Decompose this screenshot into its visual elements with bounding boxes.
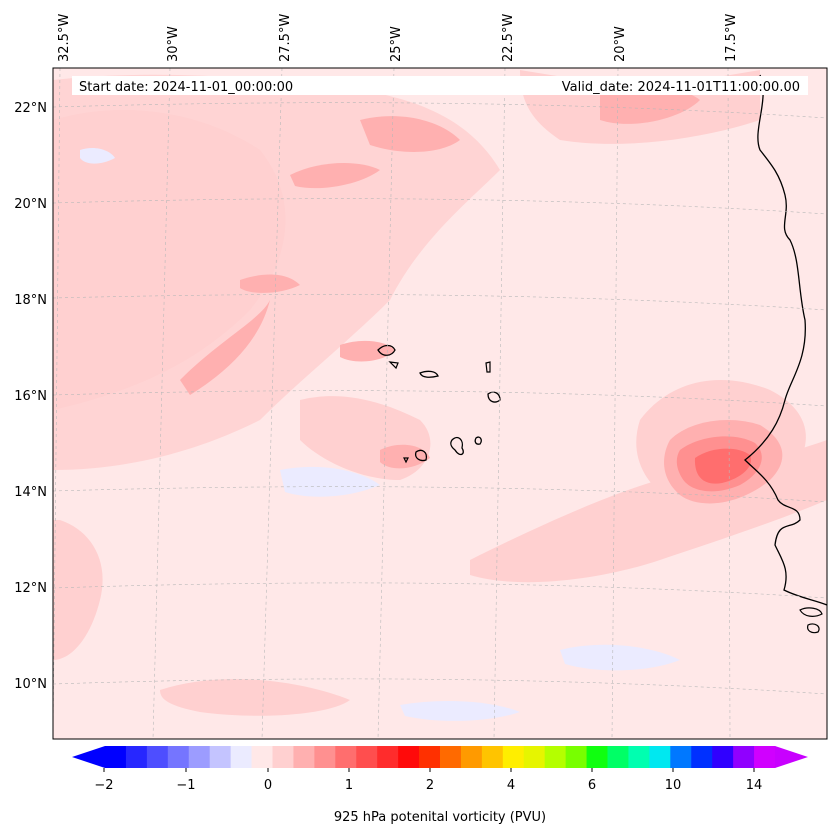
colorbar-tick-label: 1 [345, 778, 353, 793]
colorbar-cell [230, 746, 252, 768]
colorbar-cell [754, 746, 776, 768]
colorbar-cell [419, 746, 441, 768]
colorbar-cell [398, 746, 420, 768]
lon-label: 25°W [389, 26, 404, 62]
lat-label: 12°N [14, 581, 47, 596]
start-date-label: Start date: 2024-11-01_00:00:00 [79, 80, 293, 95]
colorbar-cell [188, 746, 211, 768]
colorbar-cell [565, 746, 587, 768]
graticule [53, 68, 827, 739]
lat-label: 14°N [14, 485, 47, 500]
colorbar-cell [293, 746, 315, 768]
colorbar-tick-label: 14 [746, 778, 763, 793]
colorbar-tick-labels: −2 −1 0 1 2 4 6 10 14 [94, 778, 762, 793]
lat-label: 20°N [14, 197, 47, 212]
colorbar-cell [460, 746, 483, 768]
colorbar-cell [481, 746, 504, 768]
colorbar: −2 −1 0 1 2 4 6 10 14 925 hPa potenital … [72, 746, 808, 825]
colorbar-cell [209, 746, 232, 768]
colorbar-cell [125, 746, 148, 768]
colorbar-cell [251, 746, 273, 768]
colorbar-cell [670, 746, 692, 768]
colorbar-cell [712, 746, 734, 768]
lon-label: 30°W [166, 26, 181, 62]
colorbar-cell [377, 746, 399, 768]
colorbar-cell [523, 746, 546, 768]
lat-label: 10°N [14, 677, 47, 692]
colorbar-tick-label: 2 [426, 778, 434, 793]
colorbar-cell [440, 746, 462, 768]
lon-label: 20°W [613, 26, 628, 62]
lat-label: 18°N [14, 293, 47, 308]
colorbar-title: 925 hPa potenital vorticity (PVU) [334, 810, 546, 825]
lat-label: 22°N [14, 101, 47, 116]
colorbar-cell [335, 746, 357, 768]
info-banner [72, 76, 808, 95]
lon-label: 17.5°W [724, 14, 739, 62]
lon-label: 27.5°W [278, 14, 293, 62]
colorbar-cells [105, 746, 776, 768]
lat-label: 16°N [14, 389, 47, 404]
colorbar-cell [544, 746, 567, 768]
colorbar-cell [356, 746, 378, 768]
colorbar-cell [167, 746, 190, 768]
colorbar-cell [586, 746, 608, 768]
longitude-labels: 32.5°W 30°W 27.5°W 25°W 22.5°W 20°W 17.5… [57, 14, 739, 62]
lon-label: 32.5°W [57, 14, 72, 62]
pv-field [53, 68, 827, 739]
colorbar-cell [607, 746, 629, 768]
colorbar-cell [691, 746, 713, 768]
colorbar-tick-label: 0 [264, 778, 272, 793]
colorbar-cell [146, 746, 169, 768]
colorbar-tick-label: 10 [665, 778, 682, 793]
lon-label: 22.5°W [501, 14, 516, 62]
colorbar-tick-label: −1 [176, 778, 195, 793]
colorbar-cell [272, 746, 294, 768]
colorbar-cell [105, 746, 127, 768]
colorbar-cell [733, 746, 755, 768]
colorbar-high-extend [775, 746, 808, 768]
colorbar-cell [314, 746, 336, 768]
colorbar-ticks [103, 768, 755, 772]
colorbar-cell [649, 746, 671, 768]
colorbar-tick-label: 6 [588, 778, 596, 793]
colorbar-cell [502, 746, 525, 768]
latitude-labels: 22°N 20°N 18°N 16°N 14°N 12°N 10°N [14, 101, 47, 692]
colorbar-cell [628, 746, 650, 768]
colorbar-tick-label: −2 [94, 778, 113, 793]
valid-date-label: Valid_date: 2024-11-01T11:00:00.00 [562, 80, 800, 95]
colorbar-low-extend [72, 746, 105, 768]
colorbar-tick-label: 4 [507, 778, 515, 793]
